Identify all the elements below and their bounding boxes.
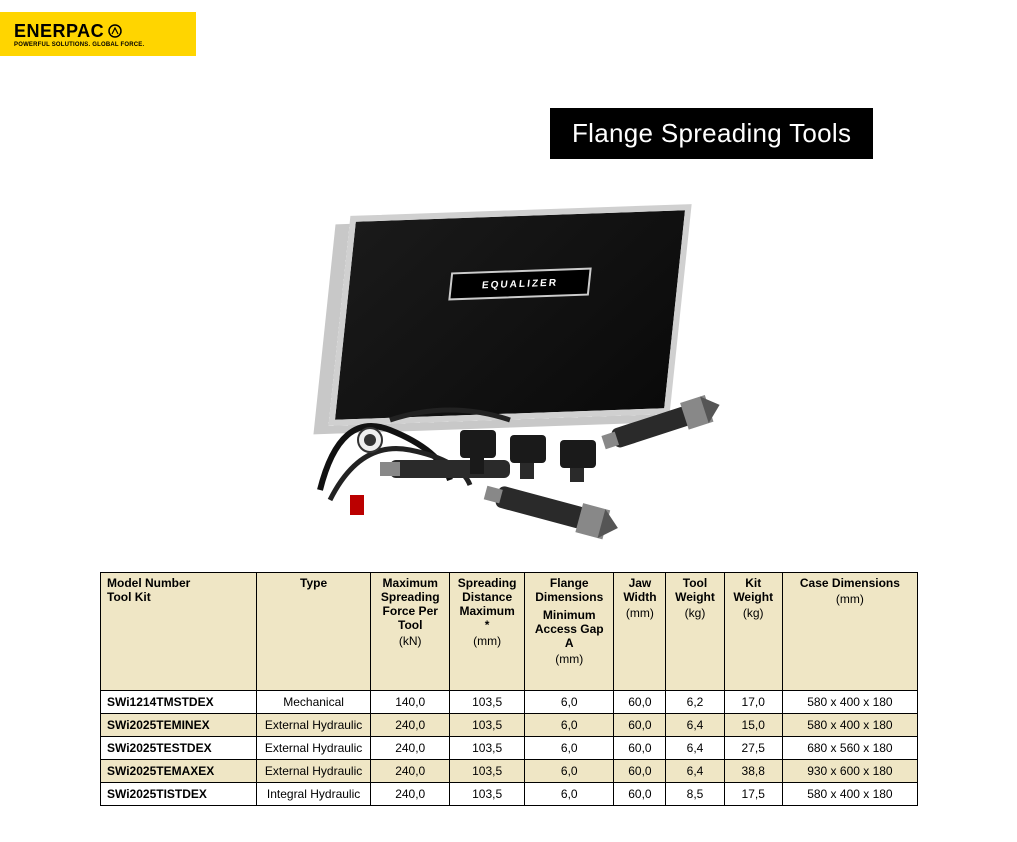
- col-casedim: Case Dimensions (mm): [782, 573, 917, 691]
- brand-name: ENERPAC: [14, 21, 196, 42]
- cell-value: 60,0: [614, 714, 666, 737]
- col-tw-unit: (kg): [672, 606, 717, 620]
- cell-model: SWi2025TESTDEX: [101, 737, 257, 760]
- col-kitweight: Kit Weight (kg): [724, 573, 782, 691]
- cell-value: 6,4: [666, 737, 724, 760]
- cell-value: 17,5: [724, 783, 782, 806]
- cell-value: 103,5: [450, 737, 525, 760]
- cell-value: External Hydraulic: [256, 714, 370, 737]
- col-spread: Spreading Distance Maximum * (mm): [450, 573, 525, 691]
- col-flange-unit: (mm): [531, 652, 607, 666]
- cell-value: Integral Hydraulic: [256, 783, 370, 806]
- product-case-label: EQUALIZER: [448, 268, 591, 301]
- cell-model: SWi2025TEMINEX: [101, 714, 257, 737]
- col-type-main: Type: [263, 576, 364, 590]
- col-jaw-unit: (mm): [620, 606, 659, 620]
- table-row: SWi2025TEMINEXExternal Hydraulic240,0103…: [101, 714, 918, 737]
- col-model: Model Number Tool Kit: [101, 573, 257, 691]
- cell-value: External Hydraulic: [256, 737, 370, 760]
- col-toolweight: Tool Weight (kg): [666, 573, 724, 691]
- cell-value: 60,0: [614, 760, 666, 783]
- cell-value: Mechanical: [256, 691, 370, 714]
- col-jaw-main: Jaw Width: [620, 576, 659, 604]
- cell-value: 240,0: [371, 783, 450, 806]
- cell-value: 240,0: [371, 714, 450, 737]
- cell-value: 38,8: [724, 760, 782, 783]
- cell-value: 6,4: [666, 714, 724, 737]
- cell-value: 580 x 400 x 180: [782, 714, 917, 737]
- cell-value: 6,0: [525, 783, 614, 806]
- cell-value: 6,0: [525, 691, 614, 714]
- col-flange: Flange Dimensions Minimum Access Gap A (…: [525, 573, 614, 691]
- cell-value: 103,5: [450, 783, 525, 806]
- col-spread-unit: (mm): [456, 634, 518, 648]
- col-spread-main: Spreading Distance Maximum: [456, 576, 518, 618]
- cell-value: 6,0: [525, 760, 614, 783]
- col-case-main: Case Dimensions: [789, 576, 911, 590]
- cell-value: 103,5: [450, 760, 525, 783]
- cell-model: SWi1214TMSTDEX: [101, 691, 257, 714]
- cell-value: 680 x 560 x 180: [782, 737, 917, 760]
- col-tw-main: Tool Weight: [672, 576, 717, 604]
- spec-table: Model Number Tool Kit Type Maximum Sprea…: [100, 572, 918, 806]
- col-force-unit: (kN): [377, 634, 443, 648]
- brand-tagline: POWERFUL SOLUTIONS. GLOBAL FORCE.: [14, 42, 196, 48]
- brand-icon: [108, 24, 122, 38]
- table-row: SWi1214TMSTDEXMechanical140,0103,56,060,…: [101, 691, 918, 714]
- col-kw-unit: (kg): [731, 606, 776, 620]
- col-case-unit: (mm): [789, 592, 911, 606]
- cell-value: 103,5: [450, 714, 525, 737]
- spec-table-container: Model Number Tool Kit Type Maximum Sprea…: [100, 572, 918, 806]
- product-image: EQUALIZER: [260, 190, 760, 540]
- col-model-sub: Tool Kit: [107, 590, 250, 604]
- cell-value: 930 x 600 x 180: [782, 760, 917, 783]
- cell-value: 240,0: [371, 737, 450, 760]
- cell-value: 8,5: [666, 783, 724, 806]
- table-row: SWi2025TISTDEXIntegral Hydraulic240,0103…: [101, 783, 918, 806]
- cell-value: 6,2: [666, 691, 724, 714]
- col-flange-sub: Minimum Access Gap A: [531, 608, 607, 650]
- cell-value: 6,4: [666, 760, 724, 783]
- product-tools-illustration: [310, 390, 730, 540]
- spec-table-header: Model Number Tool Kit Type Maximum Sprea…: [101, 573, 918, 691]
- page-title: Flange Spreading Tools: [550, 108, 873, 159]
- table-row: SWi2025TESTDEXExternal Hydraulic240,0103…: [101, 737, 918, 760]
- cell-value: 60,0: [614, 783, 666, 806]
- cell-value: 6,0: [525, 714, 614, 737]
- cell-value: 140,0: [371, 691, 450, 714]
- cell-model: SWi2025TEMAXEX: [101, 760, 257, 783]
- cell-value: 60,0: [614, 691, 666, 714]
- brand-logo: ENERPAC POWERFUL SOLUTIONS. GLOBAL FORCE…: [0, 12, 196, 56]
- col-force: Maximum Spreading Force Per Tool (kN): [371, 573, 450, 691]
- cell-value: 15,0: [724, 714, 782, 737]
- col-type: Type: [256, 573, 370, 691]
- cell-value: 580 x 400 x 180: [782, 783, 917, 806]
- col-kw-main: Kit Weight: [731, 576, 776, 604]
- col-model-main: Model Number: [107, 576, 250, 590]
- col-flange-main: Flange Dimensions: [531, 576, 607, 604]
- cell-model: SWi2025TISTDEX: [101, 783, 257, 806]
- col-jaw: Jaw Width (mm): [614, 573, 666, 691]
- cell-value: 17,0: [724, 691, 782, 714]
- cell-value: 240,0: [371, 760, 450, 783]
- table-row: SWi2025TEMAXEXExternal Hydraulic240,0103…: [101, 760, 918, 783]
- spec-table-body: SWi1214TMSTDEXMechanical140,0103,56,060,…: [101, 691, 918, 806]
- cell-value: 60,0: [614, 737, 666, 760]
- cell-value: 103,5: [450, 691, 525, 714]
- cell-value: 580 x 400 x 180: [782, 691, 917, 714]
- col-force-main: Maximum Spreading Force Per Tool: [377, 576, 443, 632]
- cell-value: External Hydraulic: [256, 760, 370, 783]
- cell-value: 27,5: [724, 737, 782, 760]
- brand-text: ENERPAC: [14, 21, 104, 42]
- case-label-text: EQUALIZER: [481, 277, 558, 291]
- col-spread-star: *: [456, 618, 518, 632]
- cell-value: 6,0: [525, 737, 614, 760]
